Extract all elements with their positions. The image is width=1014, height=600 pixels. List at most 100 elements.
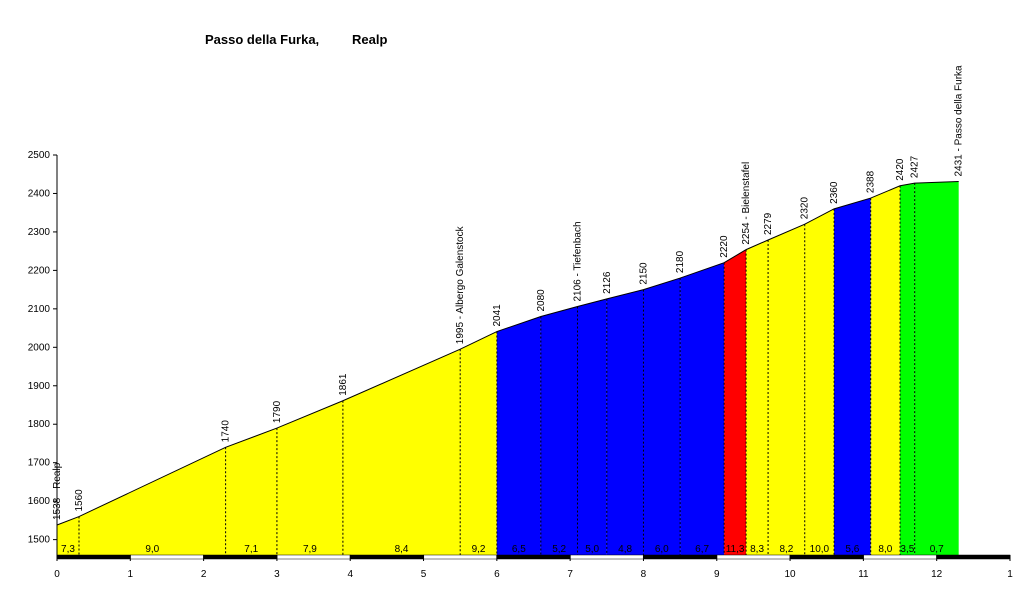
y-tick-label: 1700 xyxy=(28,458,51,469)
km-bar xyxy=(276,554,351,560)
gradient-label: 6,5 xyxy=(512,544,526,555)
gradient-label: 7,9 xyxy=(303,544,317,555)
point-label: 2150 xyxy=(638,262,649,285)
x-tick-label: 7 xyxy=(567,569,573,580)
km-bar xyxy=(643,554,718,560)
km-bar xyxy=(936,554,1011,560)
x-tick-label: 8 xyxy=(641,569,647,580)
point-label: 2180 xyxy=(675,250,686,273)
profile-segment xyxy=(914,181,959,556)
y-tick-label: 2300 xyxy=(28,227,51,238)
km-bar xyxy=(789,554,864,560)
point-label: 1861 xyxy=(338,373,349,396)
point-label: 2431 - Passo della Furka xyxy=(954,65,965,177)
y-tick-label: 2500 xyxy=(28,150,51,161)
x-tick-label: 3 xyxy=(274,569,280,580)
y-tick-label: 2200 xyxy=(28,265,51,276)
point-label: 2320 xyxy=(800,197,811,220)
gradient-label: 7,1 xyxy=(244,544,258,555)
profile-segment xyxy=(78,447,226,555)
gradient-label: 9,2 xyxy=(472,544,486,555)
point-label: 1560 xyxy=(74,489,85,512)
chart-title: Passo della Furka, xyxy=(205,32,319,47)
x-tick-label: 9 xyxy=(714,569,720,580)
profile-segment xyxy=(900,183,915,556)
gradient-label: 8,0 xyxy=(878,544,892,555)
profile-segment xyxy=(680,262,725,555)
km-bar xyxy=(349,554,424,560)
profile-segment xyxy=(57,516,79,555)
profile-segment xyxy=(496,316,541,555)
x-tick-label: 2 xyxy=(201,569,207,580)
profile-segment xyxy=(342,349,461,555)
profile-segment xyxy=(225,428,277,555)
gradient-label: 7,3 xyxy=(61,544,75,555)
x-tick-label: 4 xyxy=(347,569,353,580)
x-tick-label: 1 xyxy=(128,569,134,580)
point-label: 2106 - Tiefenbach xyxy=(572,221,583,301)
y-tick-label: 2100 xyxy=(28,304,51,315)
gradient-label: 5,6 xyxy=(845,544,859,555)
y-tick-label: 1900 xyxy=(28,381,51,392)
gradient-label: 6,7 xyxy=(695,544,709,555)
x-tick-label: 0 xyxy=(54,569,60,580)
profile-segment xyxy=(804,208,835,555)
point-label: 2360 xyxy=(829,181,840,204)
gradient-label: 8,4 xyxy=(395,544,409,555)
y-tick-label: 2400 xyxy=(28,188,51,199)
gradient-label: 8,3 xyxy=(750,544,764,555)
km-bar xyxy=(203,554,278,560)
km-bar xyxy=(569,554,644,560)
profile-segment xyxy=(768,224,805,555)
gradient-label: 0,7 xyxy=(930,544,944,555)
gradient-label: 6,0 xyxy=(655,544,669,555)
km-bar xyxy=(716,554,791,560)
profile-segment xyxy=(724,249,747,555)
profile-segment xyxy=(643,278,681,555)
point-label: 2220 xyxy=(719,235,730,258)
profile-segment xyxy=(746,240,769,555)
gradient-label: 4,8 xyxy=(618,544,632,555)
x-tick-label: 11 xyxy=(858,569,869,580)
gradient-label: 3,5 xyxy=(900,544,914,555)
profile-segment xyxy=(870,185,901,555)
km-bar xyxy=(496,554,571,560)
profile-segment xyxy=(606,289,644,555)
y-tick-label: 1600 xyxy=(28,496,51,507)
chart-subtitle: Realp xyxy=(352,32,387,47)
x-tick-label: 10 xyxy=(785,569,797,580)
km-bar xyxy=(130,554,204,560)
x-tick-label: 6 xyxy=(494,569,500,580)
point-label: 2080 xyxy=(536,289,547,312)
point-label: 2420 xyxy=(895,158,906,181)
point-label: 1740 xyxy=(221,420,232,443)
point-label: 2388 xyxy=(866,170,877,193)
profile-segment xyxy=(577,298,607,555)
profile-segment xyxy=(834,198,871,556)
point-label: 2126 xyxy=(602,271,613,294)
km-bar xyxy=(863,554,937,560)
gradient-label: 10,0 xyxy=(810,544,830,555)
point-label: 2279 xyxy=(763,212,774,235)
x-tick-label: 1 xyxy=(1007,569,1013,580)
point-label: 1790 xyxy=(272,400,283,423)
gradient-label: 11,3 xyxy=(726,544,745,555)
gradient-label: 5,2 xyxy=(552,544,566,555)
km-bar xyxy=(56,554,131,560)
point-label: 2254 - Bielenstafel xyxy=(741,162,752,245)
point-label: 2041 xyxy=(492,304,503,327)
profile-segment xyxy=(460,331,497,555)
y-tick-label: 1500 xyxy=(28,535,51,546)
y-tick-label: 1800 xyxy=(28,419,51,430)
profile-segment xyxy=(540,306,578,555)
gradient-label: 5,0 xyxy=(585,544,599,555)
point-label: 2427 xyxy=(910,155,921,178)
gradient-label: 8,2 xyxy=(779,544,793,555)
x-tick-label: 5 xyxy=(421,569,427,580)
x-tick-label: 12 xyxy=(931,569,943,580)
y-tick-label: 2000 xyxy=(28,342,51,353)
km-bar xyxy=(423,554,498,560)
gradient-label: 9,0 xyxy=(145,544,159,555)
profile-segment xyxy=(276,400,343,555)
